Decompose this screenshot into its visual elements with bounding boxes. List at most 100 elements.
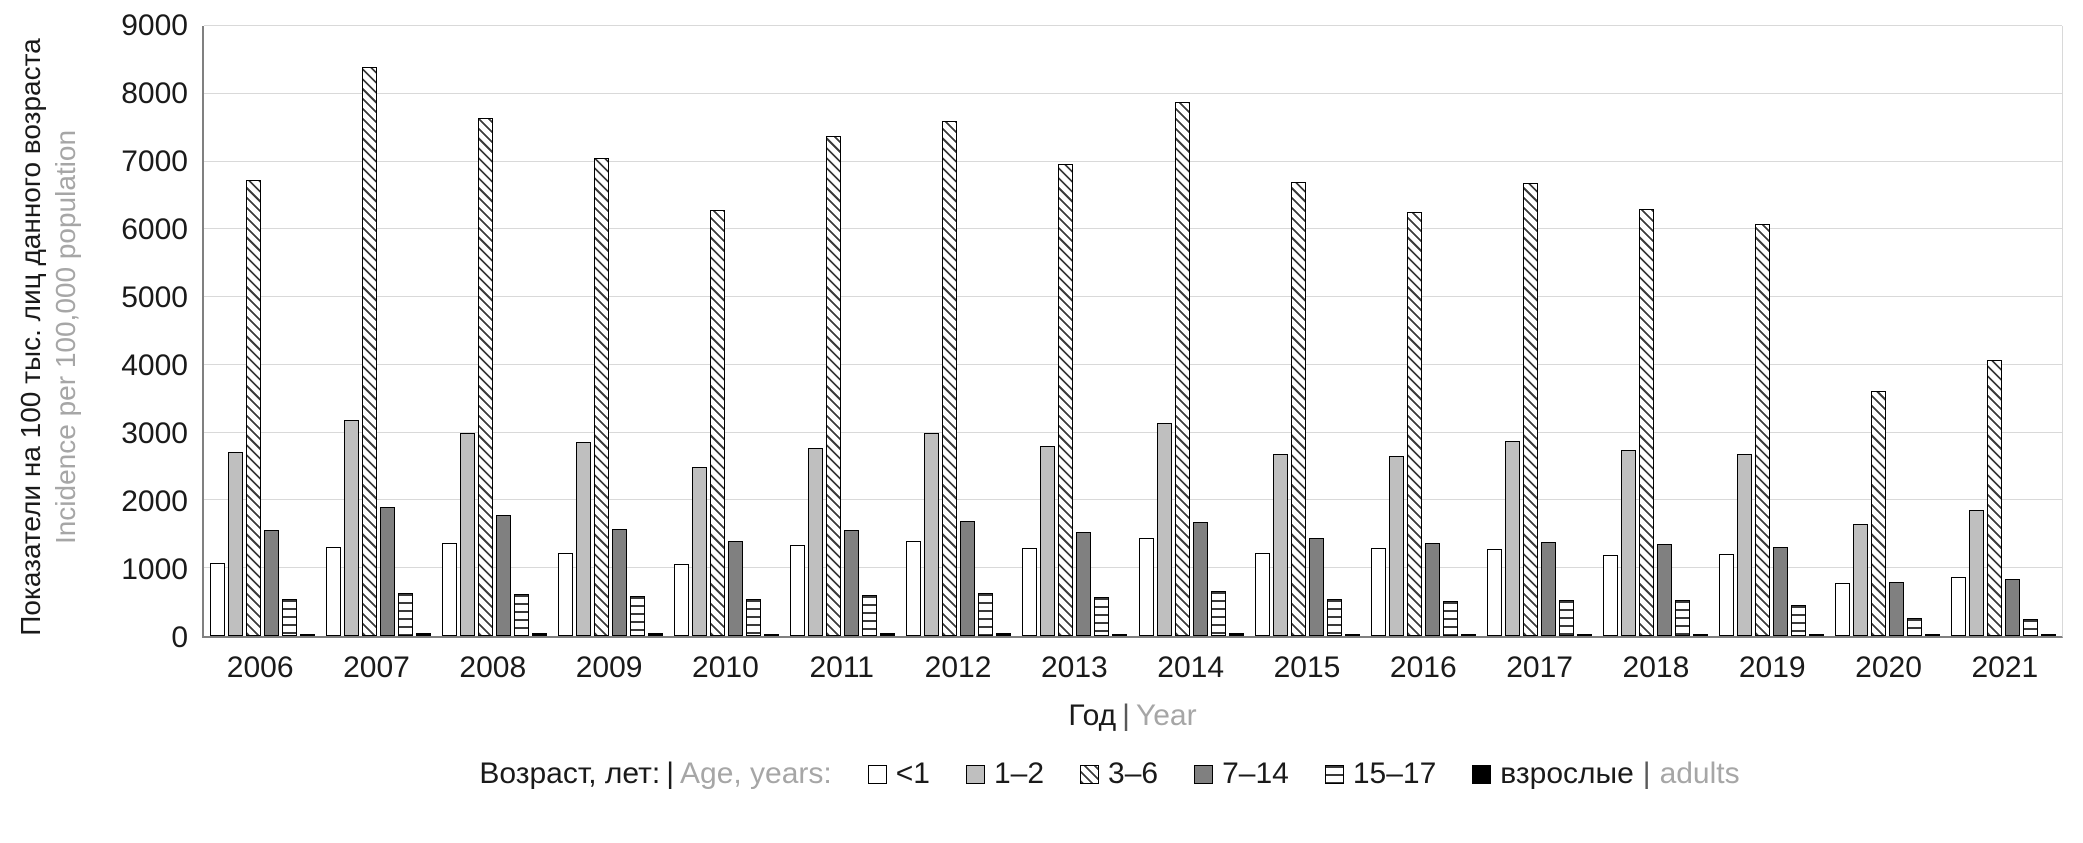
bar-3-6-2020	[1871, 391, 1887, 636]
gridline	[204, 567, 2062, 569]
legend-item-7-14: 7–14	[1194, 757, 1289, 791]
x-tick-label-2014: 2014	[1157, 651, 1225, 684]
legend-marker-adults	[1472, 764, 1492, 784]
gridline	[204, 363, 2062, 365]
bar-15-17-2006	[281, 599, 297, 636]
legend-marker-3-6	[1080, 764, 1100, 784]
bar-15-17-2013	[1094, 596, 1110, 636]
bar-1-2-2016	[1388, 456, 1404, 636]
bar-1-2-2007	[343, 420, 359, 636]
legend-title-separator: |	[666, 757, 674, 790]
bar-15-17-2007	[397, 592, 413, 636]
bar-1-2-2012	[924, 432, 940, 636]
bar-7-14-2008	[495, 515, 511, 636]
bar-7-14-2010	[728, 541, 744, 636]
bar-3-6-2009	[593, 158, 609, 636]
bar-group-2009	[552, 26, 668, 636]
legend-title: Возраст, лет: | Age, years:	[479, 757, 831, 791]
bar-1-2-2021	[1969, 509, 1985, 636]
bar-7-14-2014	[1192, 522, 1208, 636]
y-axis-title-ru: Показатели на 100 тыс. лиц данного возра…	[15, 38, 46, 636]
legend-separator-adults: |	[1642, 757, 1651, 790]
y-tick-label: 7000	[121, 144, 188, 178]
bar-lt1-2010	[674, 564, 690, 636]
x-tick-label-2006: 2006	[226, 651, 294, 684]
bar-1-2-2018	[1621, 450, 1637, 636]
legend-title-en: Age, years:	[680, 757, 832, 790]
bar-adults-2009	[647, 633, 663, 636]
bar-adults-2011	[880, 633, 896, 636]
bar-3-6-2019	[1755, 223, 1771, 636]
y-tick-label: 6000	[121, 213, 188, 246]
bar-3-6-2021	[1987, 360, 2003, 636]
legend-item-3-6: 3–6	[1080, 757, 1158, 791]
legend-label-adults: взрослые	[1500, 757, 1634, 790]
bar-3-6-2017	[1522, 182, 1538, 636]
bar-group-2010	[669, 26, 785, 636]
bar-1-2-2020	[1853, 524, 1869, 636]
x-tick-label-2016: 2016	[1389, 651, 1457, 684]
bar-7-14-2007	[379, 507, 395, 636]
bar-3-6-2011	[826, 136, 842, 636]
x-axis-title-ru: Год	[1068, 699, 1117, 732]
bar-1-2-2014	[1156, 422, 1172, 636]
bar-adults-2008	[531, 633, 547, 636]
bar-1-2-2011	[808, 448, 824, 636]
y-axis-ticks: 9000 8000 7000 6000 5000 4000 3000 2000 1000 0	[96, 11, 202, 653]
bar-15-17-2008	[513, 593, 529, 636]
chart-main: 9000 8000 7000 6000 5000 4000 3000 2000 1000 0 20…	[96, 0, 2083, 843]
bar-adults-2007	[415, 633, 431, 636]
bar-group-2016	[1365, 26, 1481, 636]
bar-3-6-2007	[361, 66, 377, 636]
bar-group-2018	[1598, 26, 1714, 636]
bar-adults-2014	[1228, 632, 1244, 636]
bar-7-14-2011	[844, 530, 860, 636]
gridline	[204, 25, 2062, 26]
bar-1-2-2015	[1272, 453, 1288, 636]
x-tick-label-2018: 2018	[1622, 651, 1690, 684]
bar-adults-2010	[764, 633, 780, 636]
bar-15-17-2015	[1326, 598, 1342, 636]
x-tick-label-2011: 2011	[809, 651, 874, 684]
x-axis-title: Год | Year	[202, 696, 2063, 736]
bar-7-14-2018	[1657, 543, 1673, 636]
legend: Возраст, лет: | Age, years: <1 1–2 3–6 7–14 15…	[156, 752, 2063, 796]
bar-15-17-2012	[978, 592, 994, 636]
legend-item-lt1: <1	[867, 757, 930, 791]
bar-3-6-2014	[1174, 101, 1190, 636]
bar-adults-2006	[299, 633, 315, 636]
legend-item-15-17: 15–17	[1324, 757, 1436, 791]
bar-1-2-2009	[575, 442, 591, 636]
bar-adults-2015	[1344, 633, 1360, 636]
x-tick-label-2008: 2008	[459, 651, 527, 684]
bar-group-2019	[1714, 26, 1830, 636]
x-axis-title-separator: |	[1122, 699, 1130, 732]
bar-adults-2012	[996, 632, 1012, 636]
bar-lt1-2006	[209, 562, 225, 636]
bar-group-2013	[1017, 26, 1133, 636]
bar-1-2-2017	[1504, 441, 1520, 636]
y-tick-label: 5000	[121, 280, 188, 314]
bar-adults-2016	[1460, 633, 1476, 636]
bar-lt1-2016	[1370, 547, 1386, 636]
bar-1-2-2010	[692, 466, 708, 636]
bar-groups	[204, 26, 2062, 636]
x-axis-ticks: 2006 2007 2008 2009 2010 2011 2012 2013 2014 2015…	[202, 650, 2063, 686]
x-tick-label-2021: 2021	[1971, 651, 2039, 684]
gridline	[204, 499, 2062, 501]
bar-adults-2019	[1809, 633, 1825, 636]
bar-adults-2018	[1693, 633, 1709, 636]
bar-lt1-2020	[1835, 583, 1851, 636]
bar-lt1-2013	[1022, 547, 1038, 636]
y-tick-label: 4000	[121, 349, 188, 382]
bar-15-17-2010	[746, 598, 762, 636]
bar-adults-2013	[1112, 633, 1128, 636]
gridline	[204, 296, 2062, 298]
bar-lt1-2017	[1486, 548, 1502, 636]
bar-group-2007	[320, 26, 436, 636]
bar-lt1-2019	[1719, 554, 1735, 636]
legend-marker-1-2	[965, 764, 985, 784]
bar-1-2-2006	[227, 451, 243, 636]
x-tick-label-2013: 2013	[1040, 651, 1108, 684]
